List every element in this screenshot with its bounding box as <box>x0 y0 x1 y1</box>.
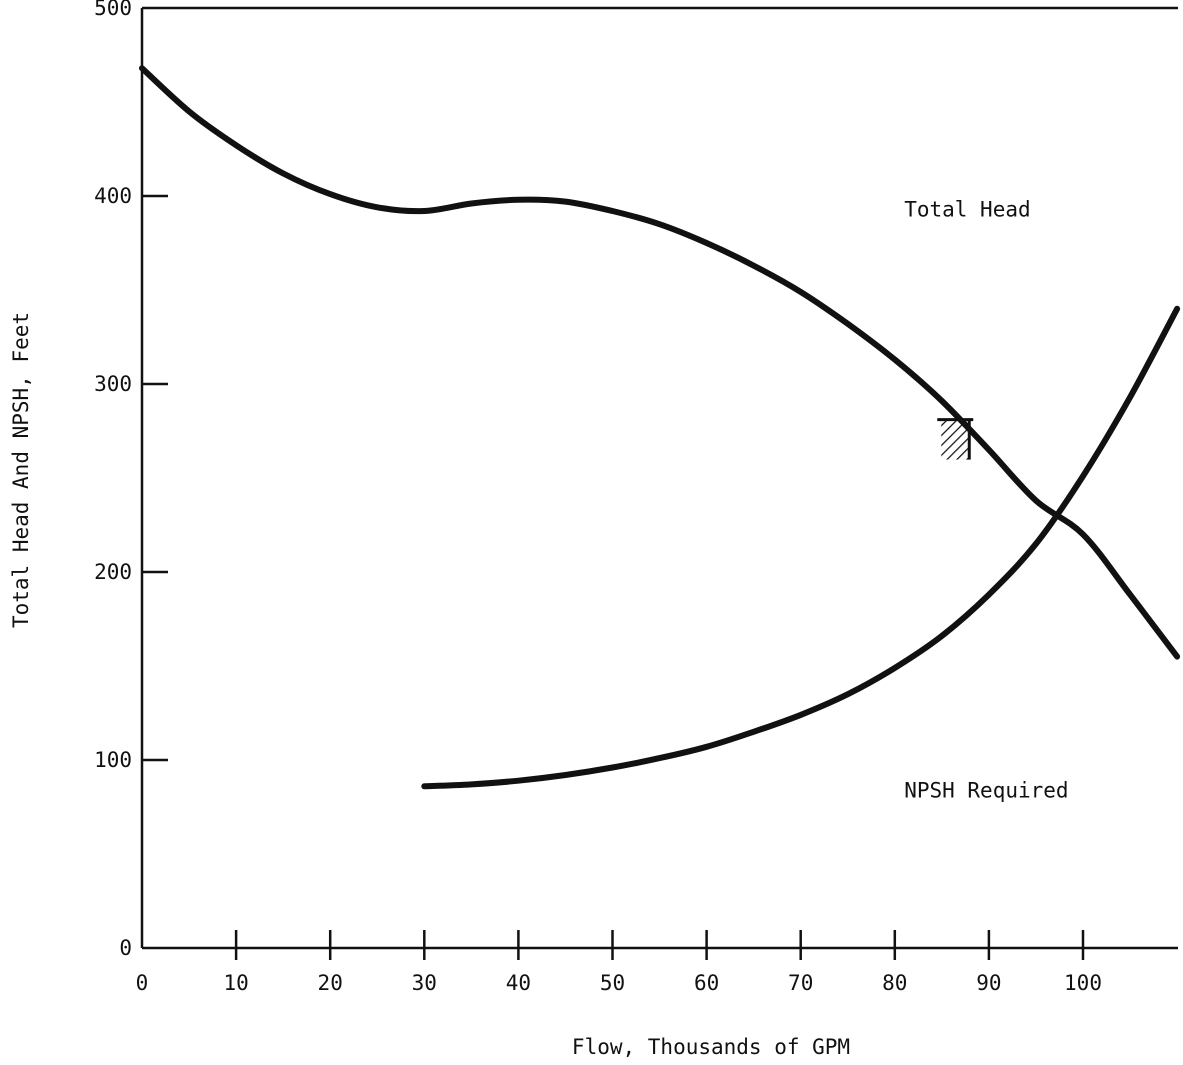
y-tick-label: 400 <box>94 184 132 208</box>
npsh-required-curve <box>421 305 1181 790</box>
x-tick-label: 0 <box>136 971 149 995</box>
y-tick-label: 200 <box>94 560 132 584</box>
x-tick-label: 70 <box>788 971 813 995</box>
x-tick-label: 10 <box>223 971 248 995</box>
y-ticks: 0 100 200 300 400 500 <box>94 0 168 960</box>
x-tick-label: 40 <box>506 971 531 995</box>
y-tick-label: 500 <box>94 0 132 20</box>
y-tick-label: 100 <box>94 748 132 772</box>
axes <box>140 6 1178 950</box>
y-axis-label: Total Head And NPSH, Feet <box>9 312 33 628</box>
total-head-label: Total Head <box>904 198 1030 222</box>
y-tick-label: 300 <box>94 372 132 396</box>
x-axis-label: Flow, Thousands of GPM <box>572 1035 850 1059</box>
x-tick-label: 80 <box>882 971 907 995</box>
x-ticks: 0 10 20 30 40 50 60 70 80 90 100 <box>136 930 1102 995</box>
annotations: Total Head NPSH Required <box>904 198 1068 803</box>
x-tick-label: 20 <box>318 971 343 995</box>
x-tick-label: 90 <box>976 971 1001 995</box>
x-tick-label: 100 <box>1064 971 1102 995</box>
x-tick-label: 50 <box>600 971 625 995</box>
total-head-curve <box>139 65 1181 660</box>
series-layer <box>139 65 1181 790</box>
marker-hatch <box>941 419 970 460</box>
x-tick-label: 30 <box>412 971 437 995</box>
npsh-required-label: NPSH Required <box>904 779 1068 803</box>
y-tick-label: 0 <box>119 936 132 960</box>
x-tick-label: 60 <box>694 971 719 995</box>
operating-limit-marker <box>937 418 974 460</box>
